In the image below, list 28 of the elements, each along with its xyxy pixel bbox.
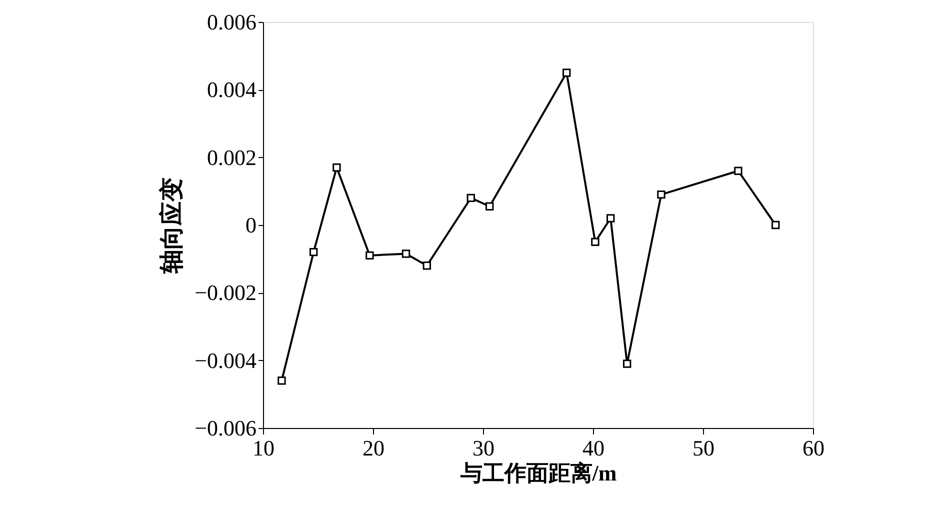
point: [278, 376, 286, 385]
point: [332, 163, 341, 172]
y-tick-label: 0.002: [207, 144, 256, 170]
y-tick-label: −0.002: [194, 280, 256, 306]
point: [562, 68, 571, 77]
point: [402, 250, 410, 258]
y-tick-label: 0.006: [207, 10, 256, 34]
x-tick-label: 30: [472, 436, 494, 460]
point: [366, 251, 374, 260]
point: [606, 214, 615, 222]
point: [734, 166, 742, 175]
y-tick-label: 0.004: [207, 77, 256, 102]
point: [422, 261, 432, 270]
x-tick-label: 40: [582, 436, 604, 460]
point: [591, 238, 600, 246]
point: [485, 202, 494, 210]
y-tick-label: −0.004: [194, 348, 256, 373]
point: [466, 194, 476, 202]
x-tick-label: 60: [802, 436, 824, 460]
point: [657, 190, 666, 199]
y-axis-title: 轴向应变: [158, 178, 186, 274]
point: [622, 360, 632, 368]
point: [309, 248, 318, 256]
x-tick-label: 20: [362, 436, 384, 460]
x-axis-title: 与工作面距离/m: [459, 460, 617, 486]
y-tick-label: 0: [246, 212, 256, 238]
x-tick-label: 50: [692, 436, 714, 460]
point: [771, 220, 780, 230]
